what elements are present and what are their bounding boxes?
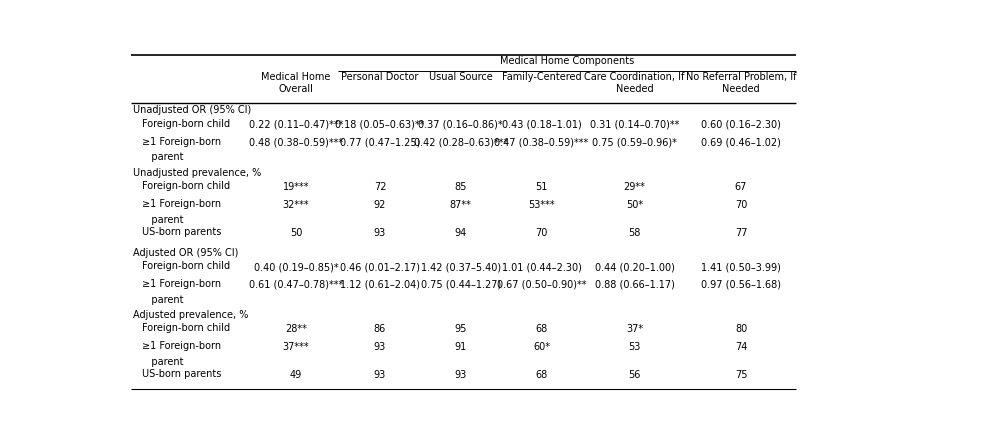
Text: 28**: 28** <box>286 324 307 334</box>
Text: Care Coordination, If
Needed: Care Coordination, If Needed <box>584 72 684 94</box>
Text: 0.77 (0.47–1.25): 0.77 (0.47–1.25) <box>340 138 420 147</box>
Text: 50: 50 <box>290 228 303 238</box>
Text: 0.67 (0.50–0.90)**: 0.67 (0.50–0.90)** <box>497 280 586 290</box>
Text: Adjusted OR (95% CI): Adjusted OR (95% CI) <box>133 248 238 258</box>
Text: 70: 70 <box>535 228 548 238</box>
Text: 92: 92 <box>374 200 386 210</box>
Text: 95: 95 <box>455 324 467 334</box>
Text: 0.97 (0.56–1.68): 0.97 (0.56–1.68) <box>701 280 781 290</box>
Text: 93: 93 <box>374 342 386 352</box>
Text: 75: 75 <box>734 370 747 380</box>
Text: 0.61 (0.47–0.78)***: 0.61 (0.47–0.78)*** <box>248 280 344 290</box>
Text: US-born parents: US-born parents <box>142 369 221 379</box>
Text: 93: 93 <box>374 370 386 380</box>
Text: 85: 85 <box>455 182 467 192</box>
Text: 74: 74 <box>734 342 747 352</box>
Text: Medical Home Components: Medical Home Components <box>500 56 634 66</box>
Text: 0.22 (0.11–0.47)***: 0.22 (0.11–0.47)*** <box>248 120 344 130</box>
Text: 0.40 (0.19–0.85)*: 0.40 (0.19–0.85)* <box>254 262 339 272</box>
Text: Usual Source: Usual Source <box>429 72 493 82</box>
Text: 0.69 (0.46–1.02): 0.69 (0.46–1.02) <box>701 138 781 147</box>
Text: 91: 91 <box>455 342 467 352</box>
Text: 0.43 (0.18–1.01): 0.43 (0.18–1.01) <box>502 120 581 130</box>
Text: 50*: 50* <box>626 200 643 210</box>
Text: 1.12 (0.61–2.04): 1.12 (0.61–2.04) <box>340 280 420 290</box>
Text: 87**: 87** <box>450 200 472 210</box>
Text: 29**: 29** <box>623 182 645 192</box>
Text: 80: 80 <box>734 324 747 334</box>
Text: 68: 68 <box>535 324 548 334</box>
Text: Family-Centered: Family-Centered <box>502 72 581 82</box>
Text: 0.44 (0.20–1.00): 0.44 (0.20–1.00) <box>595 262 674 272</box>
Text: Unadjusted OR (95% CI): Unadjusted OR (95% CI) <box>133 106 252 115</box>
Text: 53***: 53*** <box>528 200 555 210</box>
Text: 0.31 (0.14–0.70)**: 0.31 (0.14–0.70)** <box>590 120 679 130</box>
Text: 53: 53 <box>628 342 641 352</box>
Text: 68: 68 <box>535 370 548 380</box>
Text: parent: parent <box>142 152 183 163</box>
Text: 37*: 37* <box>626 324 643 334</box>
Text: 70: 70 <box>734 200 747 210</box>
Text: Foreign-born child: Foreign-born child <box>142 261 230 271</box>
Text: 0.42 (0.28–0.63)***: 0.42 (0.28–0.63)*** <box>414 138 508 147</box>
Text: 0.37 (0.16–0.86)*: 0.37 (0.16–0.86)* <box>419 120 503 130</box>
Text: 93: 93 <box>374 228 386 238</box>
Text: 0.75 (0.44–1.27): 0.75 (0.44–1.27) <box>421 280 501 290</box>
Text: ≥1 Foreign-born: ≥1 Foreign-born <box>142 279 221 289</box>
Text: Personal Doctor: Personal Doctor <box>342 72 419 82</box>
Text: 0.75 (0.59–0.96)*: 0.75 (0.59–0.96)* <box>592 138 677 147</box>
Text: US-born parents: US-born parents <box>142 227 221 237</box>
Text: 86: 86 <box>374 324 386 334</box>
Text: Adjusted prevalence, %: Adjusted prevalence, % <box>133 310 248 320</box>
Text: 67: 67 <box>734 182 747 192</box>
Text: 1.42 (0.37–5.40): 1.42 (0.37–5.40) <box>421 262 501 272</box>
Text: Foreign-born child: Foreign-born child <box>142 119 230 129</box>
Text: 0.48 (0.38–0.59)***: 0.48 (0.38–0.59)*** <box>249 138 343 147</box>
Text: 51: 51 <box>535 182 548 192</box>
Text: 1.01 (0.44–2.30): 1.01 (0.44–2.30) <box>502 262 581 272</box>
Text: 37***: 37*** <box>283 342 310 352</box>
Text: 0.46 (0.01–2.17): 0.46 (0.01–2.17) <box>340 262 420 272</box>
Text: 0.60 (0.16–2.30): 0.60 (0.16–2.30) <box>701 120 781 130</box>
Text: parent: parent <box>142 214 183 225</box>
Text: 19***: 19*** <box>283 182 310 192</box>
Text: 0.47 (0.38–0.59)***: 0.47 (0.38–0.59)*** <box>494 138 588 147</box>
Text: ≥1 Foreign-born: ≥1 Foreign-born <box>142 341 221 351</box>
Text: 94: 94 <box>455 228 467 238</box>
Text: 0.18 (0.05–0.63)**: 0.18 (0.05–0.63)** <box>336 120 425 130</box>
Text: ≥1 Foreign-born: ≥1 Foreign-born <box>142 199 221 209</box>
Text: Foreign-born child: Foreign-born child <box>142 181 230 191</box>
Text: 49: 49 <box>290 370 303 380</box>
Text: Foreign-born child: Foreign-born child <box>142 323 230 333</box>
Text: 56: 56 <box>628 370 641 380</box>
Text: No Referral Problem, If
Needed: No Referral Problem, If Needed <box>685 72 797 94</box>
Text: 32***: 32*** <box>283 200 310 210</box>
Text: 1.41 (0.50–3.99): 1.41 (0.50–3.99) <box>701 262 781 272</box>
Text: 0.88 (0.66–1.17): 0.88 (0.66–1.17) <box>595 280 674 290</box>
Text: 72: 72 <box>374 182 386 192</box>
Text: 93: 93 <box>455 370 467 380</box>
Text: parent: parent <box>142 357 183 367</box>
Text: 58: 58 <box>628 228 641 238</box>
Text: Unadjusted prevalence, %: Unadjusted prevalence, % <box>133 168 262 178</box>
Text: 60*: 60* <box>533 342 550 352</box>
Text: Medical Home
Overall: Medical Home Overall <box>262 72 331 94</box>
Text: ≥1 Foreign-born: ≥1 Foreign-born <box>142 137 221 147</box>
Text: 77: 77 <box>734 228 747 238</box>
Text: parent: parent <box>142 294 183 305</box>
